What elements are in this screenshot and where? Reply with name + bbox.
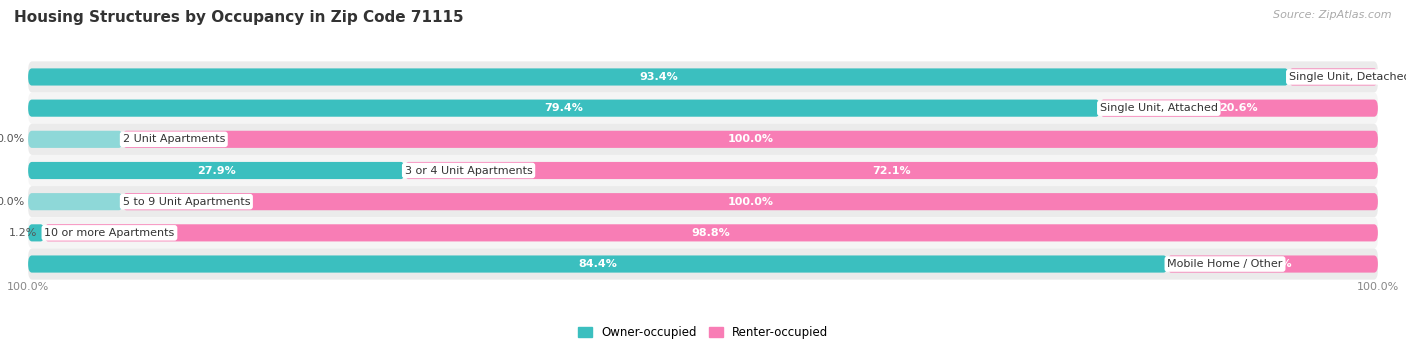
FancyBboxPatch shape — [122, 131, 1378, 148]
Text: Single Unit, Attached: Single Unit, Attached — [1099, 103, 1218, 113]
FancyBboxPatch shape — [28, 193, 122, 210]
FancyBboxPatch shape — [28, 155, 1378, 186]
FancyBboxPatch shape — [28, 162, 405, 179]
Text: 100.0%: 100.0% — [727, 134, 773, 144]
FancyBboxPatch shape — [28, 249, 1378, 280]
FancyBboxPatch shape — [28, 131, 122, 148]
FancyBboxPatch shape — [122, 193, 1378, 210]
FancyBboxPatch shape — [28, 69, 1289, 86]
FancyBboxPatch shape — [28, 61, 1378, 92]
FancyBboxPatch shape — [28, 255, 1167, 272]
FancyBboxPatch shape — [28, 124, 1378, 155]
Text: 20.6%: 20.6% — [1219, 103, 1258, 113]
Text: 79.4%: 79.4% — [544, 103, 583, 113]
FancyBboxPatch shape — [28, 186, 1378, 217]
Legend: Owner-occupied, Renter-occupied: Owner-occupied, Renter-occupied — [572, 321, 834, 341]
Text: 5 to 9 Unit Apartments: 5 to 9 Unit Apartments — [122, 197, 250, 207]
FancyBboxPatch shape — [1289, 69, 1378, 86]
Text: Housing Structures by Occupancy in Zip Code 71115: Housing Structures by Occupancy in Zip C… — [14, 10, 464, 25]
Text: 98.8%: 98.8% — [692, 228, 731, 238]
Text: Mobile Home / Other: Mobile Home / Other — [1167, 259, 1282, 269]
Text: 3 or 4 Unit Apartments: 3 or 4 Unit Apartments — [405, 165, 533, 176]
FancyBboxPatch shape — [1099, 100, 1378, 117]
FancyBboxPatch shape — [45, 224, 1378, 241]
FancyBboxPatch shape — [28, 100, 1099, 117]
FancyBboxPatch shape — [1167, 255, 1378, 272]
Text: Source: ZipAtlas.com: Source: ZipAtlas.com — [1274, 10, 1392, 20]
Text: 6.6%: 6.6% — [1378, 72, 1406, 82]
Text: 27.9%: 27.9% — [197, 165, 236, 176]
FancyBboxPatch shape — [28, 92, 1378, 124]
FancyBboxPatch shape — [28, 224, 45, 241]
Text: 84.4%: 84.4% — [578, 259, 617, 269]
Text: 2 Unit Apartments: 2 Unit Apartments — [122, 134, 225, 144]
Text: 1.2%: 1.2% — [10, 228, 38, 238]
Text: 15.6%: 15.6% — [1253, 259, 1292, 269]
Text: 72.1%: 72.1% — [872, 165, 911, 176]
Text: 10 or more Apartments: 10 or more Apartments — [45, 228, 174, 238]
Text: 0.0%: 0.0% — [0, 134, 24, 144]
Text: 93.4%: 93.4% — [640, 72, 678, 82]
FancyBboxPatch shape — [28, 217, 1378, 249]
Text: Single Unit, Detached: Single Unit, Detached — [1289, 72, 1406, 82]
FancyBboxPatch shape — [405, 162, 1378, 179]
Text: 0.0%: 0.0% — [0, 197, 24, 207]
Text: 100.0%: 100.0% — [727, 197, 773, 207]
